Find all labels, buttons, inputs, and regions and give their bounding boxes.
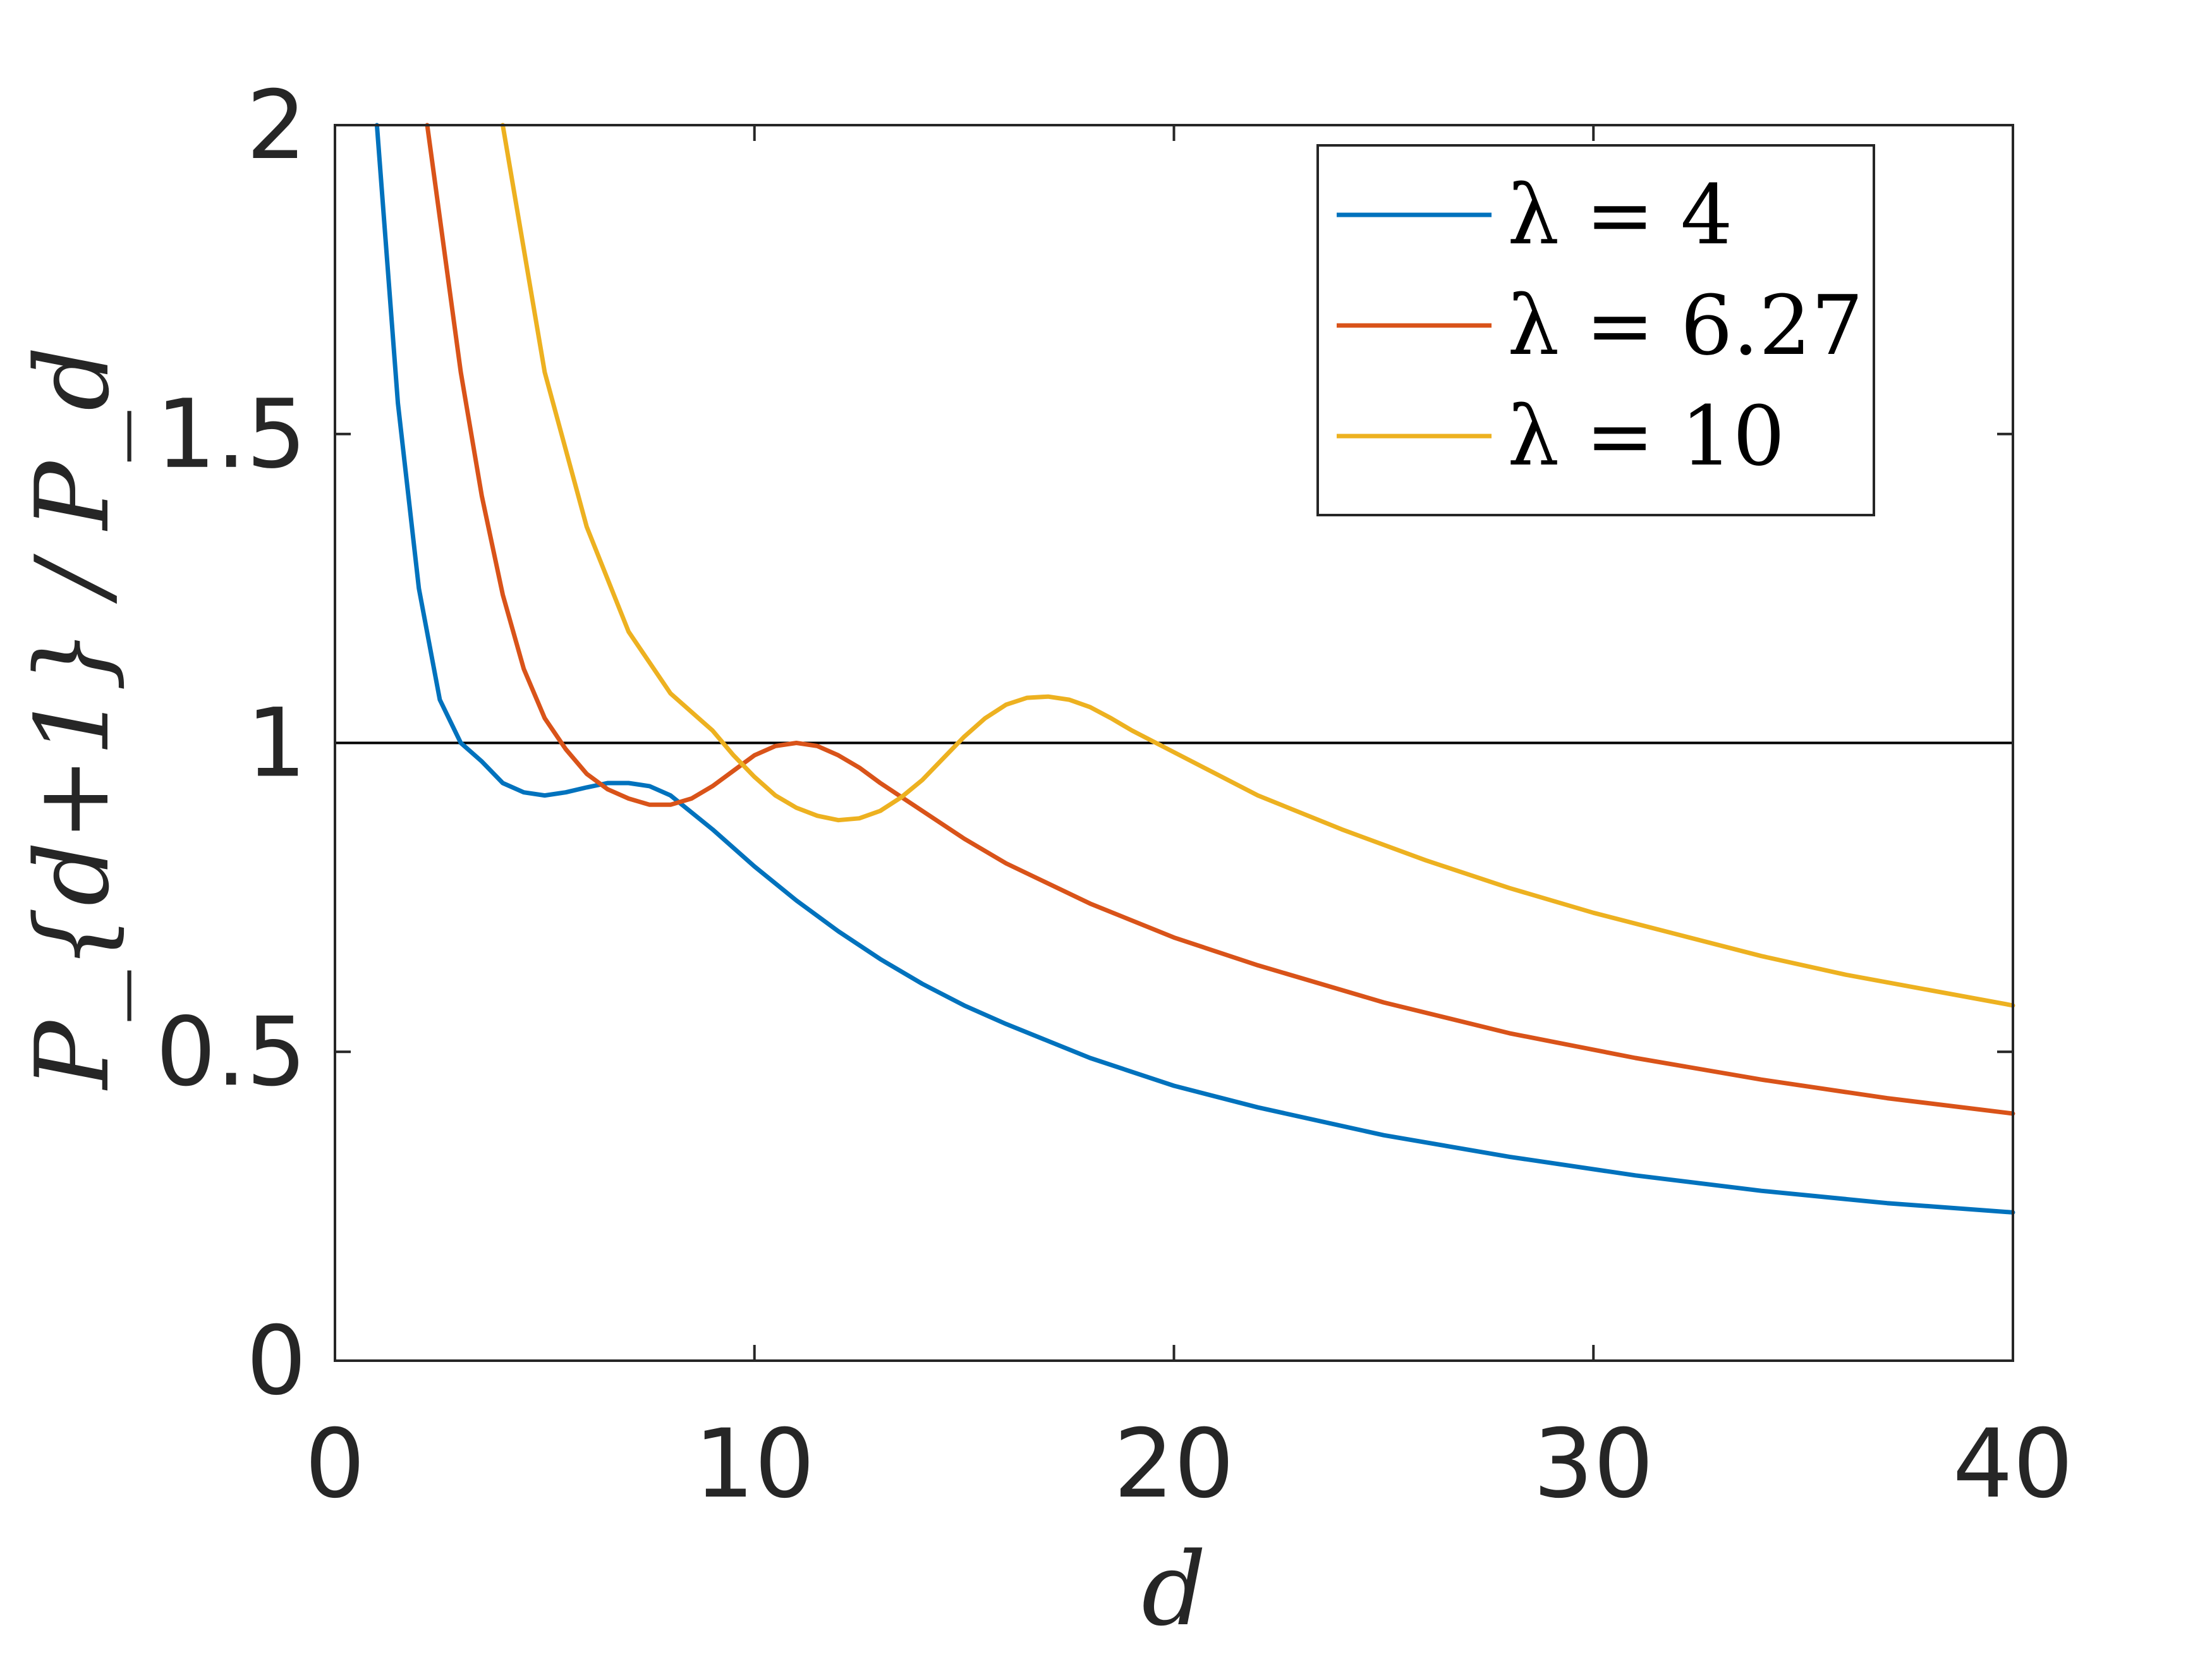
series-lines xyxy=(374,123,2015,1215)
x-tick-label: 0 xyxy=(305,1409,365,1519)
legend-label: λ = 6.27 xyxy=(1507,277,1863,374)
y-tick-label: 0.5 xyxy=(155,997,307,1107)
legend-box xyxy=(1316,144,1875,516)
y-axis: 0 0.5 1 1.5 2 xyxy=(155,71,2013,1416)
series-line-3 xyxy=(501,123,2015,1008)
legend: λ = 4 λ = 6.27 λ = 10 xyxy=(1316,144,1875,516)
legend-entry: λ = 10 xyxy=(1337,388,1785,484)
legend-entry: λ = 4 xyxy=(1337,167,1733,263)
series-line-1 xyxy=(374,123,2015,1215)
y-tick-label: 2 xyxy=(246,71,307,181)
y-tick-label: 1 xyxy=(246,689,307,799)
x-axis: 0 10 20 30 40 xyxy=(305,125,2073,1519)
legend-label: λ = 10 xyxy=(1507,388,1785,484)
legend-entry: λ = 6.27 xyxy=(1337,277,1863,374)
x-tick-label: 40 xyxy=(1953,1409,2074,1519)
x-tick-label: 10 xyxy=(694,1409,815,1519)
series-line-2 xyxy=(425,123,2015,1116)
y-tick-label: 1.5 xyxy=(155,380,307,490)
legend-label: λ = 4 xyxy=(1507,167,1733,263)
x-tick-label: 20 xyxy=(1114,1409,1234,1519)
y-tick-label: 0 xyxy=(246,1306,307,1416)
x-tick-label: 30 xyxy=(1533,1409,1654,1519)
x-axis-label: d xyxy=(1141,1530,1206,1648)
plot-area-frame xyxy=(334,124,2014,1362)
y-axis-label: P_{d+1} / P_d xyxy=(13,346,131,1091)
